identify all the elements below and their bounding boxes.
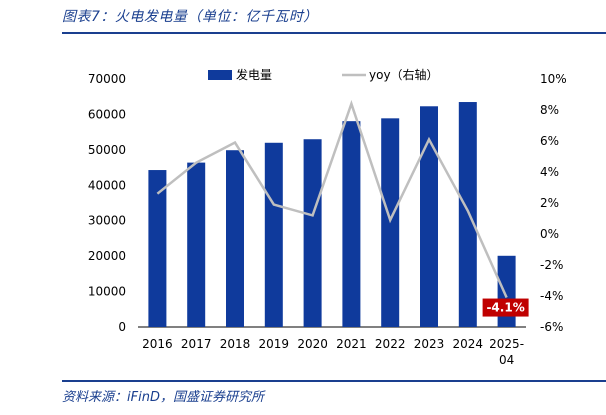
x-tick-label: 2016 <box>142 337 173 351</box>
legend-bar-label: 发电量 <box>236 67 272 82</box>
right-tick-label: -4% <box>540 289 563 303</box>
right-tick-label: 2% <box>540 196 559 210</box>
annotation-label: -4.1% <box>486 301 524 315</box>
right-tick-label: -2% <box>540 258 563 272</box>
x-tick-label: 2021 <box>336 337 367 351</box>
legend-line-label: yoy（右轴） <box>369 67 439 82</box>
bar-2024 <box>458 102 477 328</box>
bar-2018 <box>226 150 244 327</box>
bar-2023 <box>420 106 438 327</box>
bar-2020 <box>303 139 322 327</box>
x-tick-label: 2022 <box>375 337 406 351</box>
left-tick-label: 0 <box>118 320 126 334</box>
annotation-box <box>482 298 529 317</box>
plot-area: 0 10000 20000 30000 40000 50000 60000 70000 -6% -… <box>88 72 567 367</box>
chart-title: 图表7：火电发电量（单位：亿千瓦时） <box>62 9 318 25</box>
source-note: 资料来源：iFinD，国盛证券研究所 <box>62 390 264 405</box>
left-tick-label: 20000 <box>88 249 126 263</box>
title-rule <box>62 32 606 34</box>
right-tick-label: 4% <box>540 165 559 179</box>
left-tick-label: 30000 <box>88 214 126 228</box>
x-tick-label-line2: 04 <box>499 353 514 367</box>
source-rule <box>62 380 606 382</box>
x-tick-label: 2020 <box>297 337 328 351</box>
right-tick-label: 0% <box>540 227 559 241</box>
left-tick-label: 50000 <box>88 143 126 157</box>
x-tick-label: 2024 <box>453 337 484 351</box>
x-tick-label: 2025- <box>489 337 524 351</box>
x-tick-label: 2019 <box>259 337 290 351</box>
bar-2017 <box>187 162 206 327</box>
right-tick-label: 10% <box>540 72 567 86</box>
right-tick-label: -6% <box>540 320 563 334</box>
left-tick-label: 60000 <box>88 107 126 121</box>
x-tick-label: 2023 <box>414 337 445 351</box>
chart-canvas: 发电量 yoy（右轴） 0 10000 20000 30000 40000 50000 60… <box>88 67 567 367</box>
x-tick-label: 2017 <box>181 337 212 351</box>
bar-2019 <box>264 142 283 327</box>
right-tick-label: 6% <box>540 134 559 148</box>
legend-bar-swatch <box>208 70 232 80</box>
bar-2016 <box>148 170 167 327</box>
left-tick-label: 40000 <box>88 178 126 192</box>
yoy-line <box>156 99 508 299</box>
left-tick-label: 70000 <box>88 72 126 86</box>
legend: 发电量 yoy（右轴） <box>208 67 439 82</box>
right-tick-label: 8% <box>540 103 559 117</box>
bar-2021 <box>342 121 361 327</box>
left-tick-label: 10000 <box>88 285 126 299</box>
x-tick-label: 2018 <box>220 337 251 351</box>
